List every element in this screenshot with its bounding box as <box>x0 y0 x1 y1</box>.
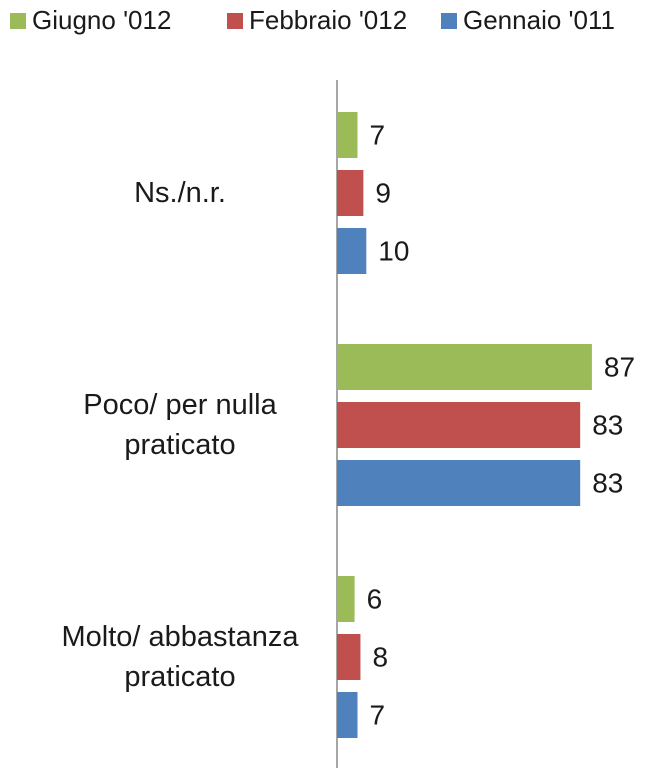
value-label: 9 <box>375 177 391 208</box>
bar <box>337 344 592 390</box>
bar <box>337 576 355 622</box>
value-label: 87 <box>604 351 635 382</box>
legend-swatch <box>10 13 26 29</box>
value-label: 7 <box>370 699 386 730</box>
value-label: 10 <box>378 235 409 266</box>
value-label: 6 <box>367 583 383 614</box>
legend-label: Gennaio '011 <box>463 5 615 35</box>
bar <box>337 228 367 274</box>
legend-swatch <box>227 13 243 29</box>
category-label: Poco/ per nulla praticato <box>83 389 277 461</box>
value-label: 7 <box>370 119 386 150</box>
value-label: 83 <box>592 409 623 440</box>
bar <box>337 460 581 506</box>
bar <box>337 634 361 680</box>
value-label: 8 <box>372 641 388 672</box>
category-label: Ns./n.r. <box>134 177 226 209</box>
bar <box>337 692 358 738</box>
value-label: 83 <box>592 467 623 498</box>
category-label: Molto/ abbastanza praticato <box>61 621 299 693</box>
bar <box>337 170 364 216</box>
bar <box>337 112 358 158</box>
legend-label: Giugno '012 <box>32 5 171 35</box>
legend-label: Febbraio '012 <box>249 5 407 35</box>
legend-swatch <box>441 13 457 29</box>
bar <box>337 402 581 448</box>
